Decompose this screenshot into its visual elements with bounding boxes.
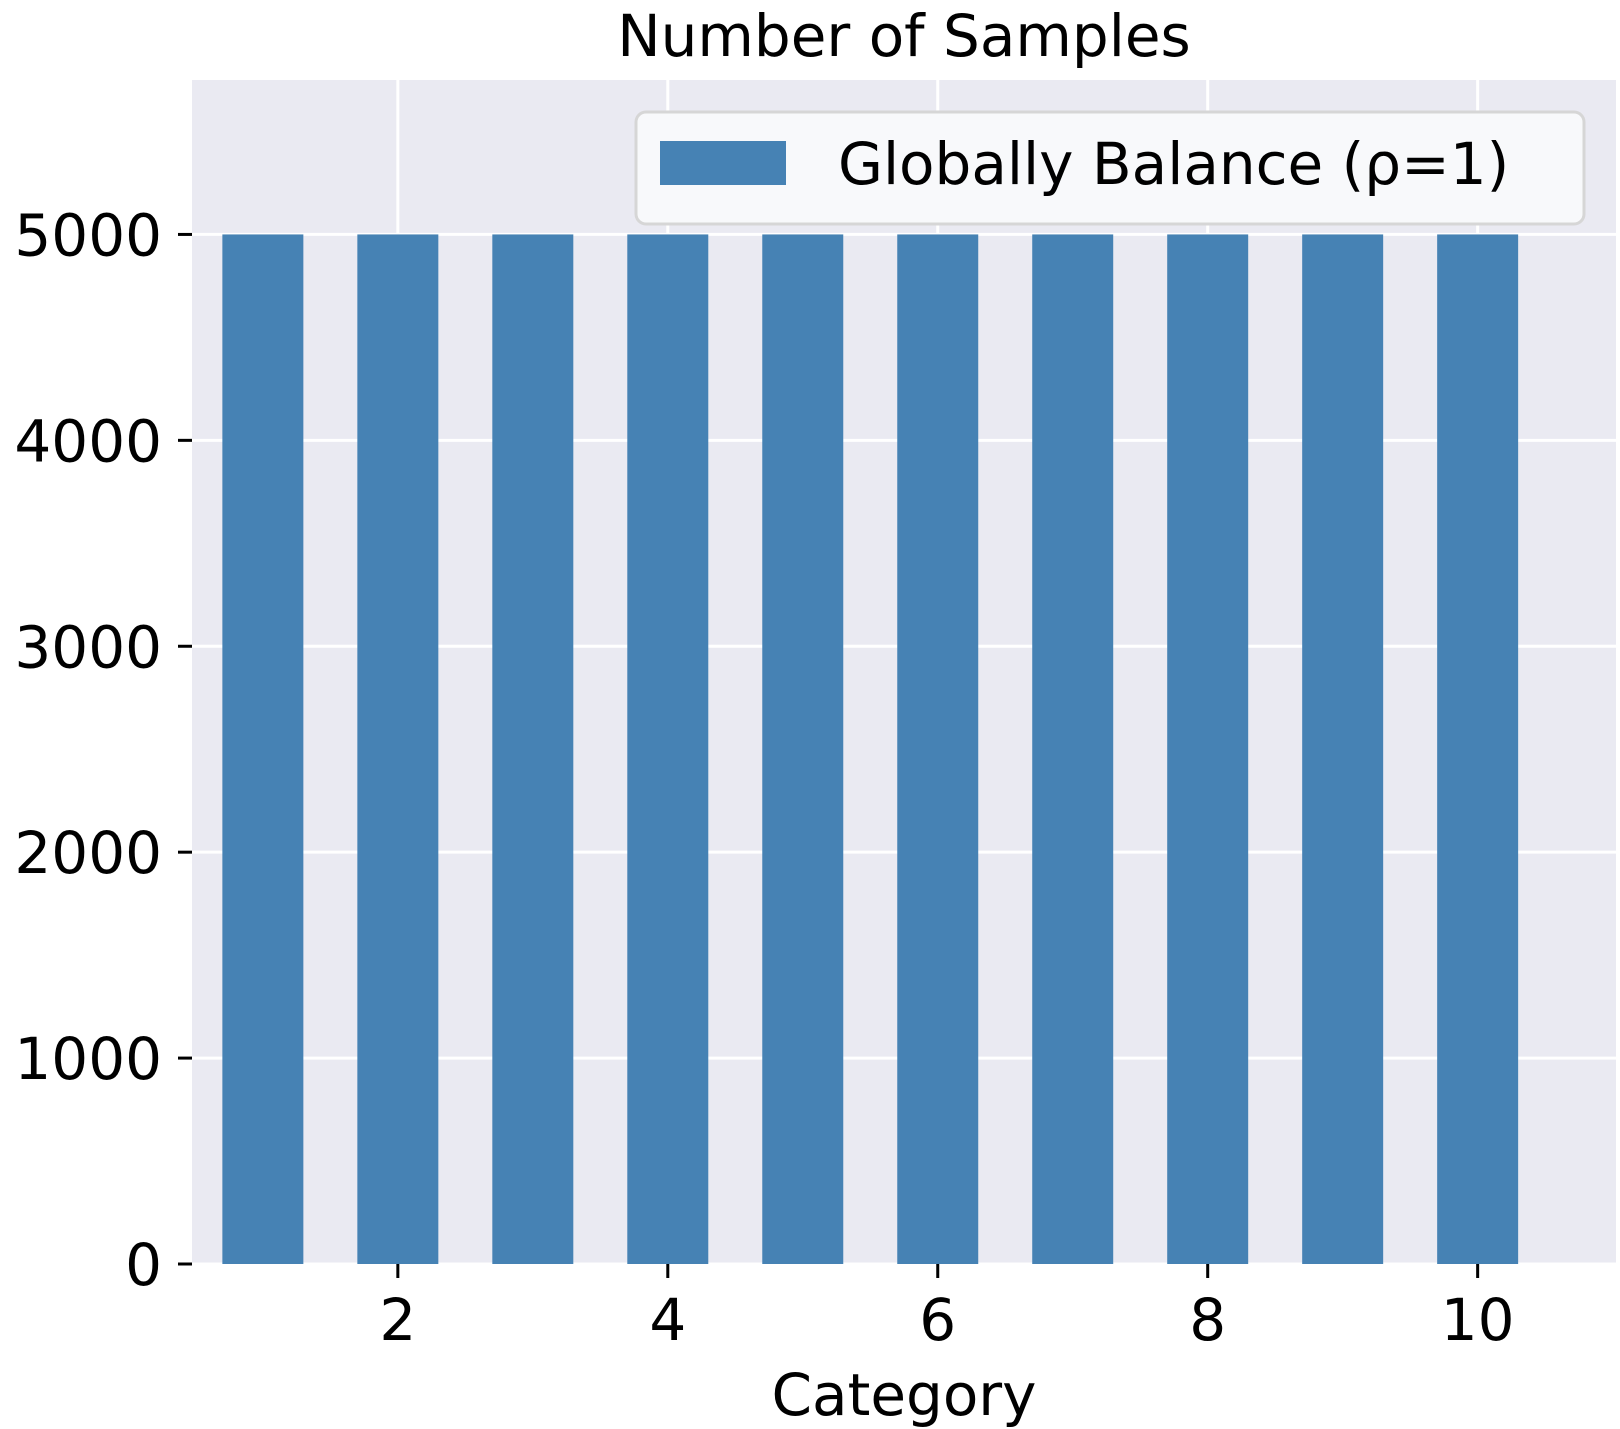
- y-tick-label: 4000: [14, 407, 162, 475]
- bar: [762, 234, 844, 1264]
- legend-box: [634, 110, 1586, 226]
- chart-title: Number of Samples: [617, 2, 1190, 70]
- y-axis-ticks: 0 1000 2000 3000 4000 5000: [14, 201, 192, 1299]
- x-axis-label: Category: [772, 1361, 1037, 1429]
- bar: [492, 234, 574, 1264]
- bar: [357, 234, 439, 1264]
- bar: [627, 234, 709, 1264]
- y-tick-label: 5000: [14, 201, 162, 269]
- bar: [222, 234, 304, 1264]
- y-tick-label: 0: [125, 1231, 162, 1299]
- bar: [1302, 234, 1384, 1264]
- legend-swatch: [660, 141, 786, 185]
- x-tick-label: 2: [379, 1286, 416, 1354]
- bar: [897, 234, 979, 1264]
- bar: [1437, 234, 1519, 1264]
- y-tick-label: 3000: [14, 613, 162, 681]
- legend-label: Globally Balance (ρ=1): [838, 130, 1509, 198]
- x-axis-ticks: 2 4 6 8 10: [379, 1264, 1515, 1354]
- legend: Globally Balance (ρ=1): [634, 110, 1586, 226]
- y-tick-label: 2000: [14, 819, 162, 887]
- x-tick-label: 6: [919, 1286, 956, 1354]
- bars: [222, 234, 1519, 1264]
- x-tick-label: 8: [1189, 1286, 1226, 1354]
- bar: [1167, 234, 1249, 1264]
- x-tick-label: 10: [1441, 1286, 1515, 1354]
- bar: [1032, 234, 1114, 1264]
- x-tick-label: 4: [649, 1286, 686, 1354]
- y-tick-label: 1000: [14, 1025, 162, 1093]
